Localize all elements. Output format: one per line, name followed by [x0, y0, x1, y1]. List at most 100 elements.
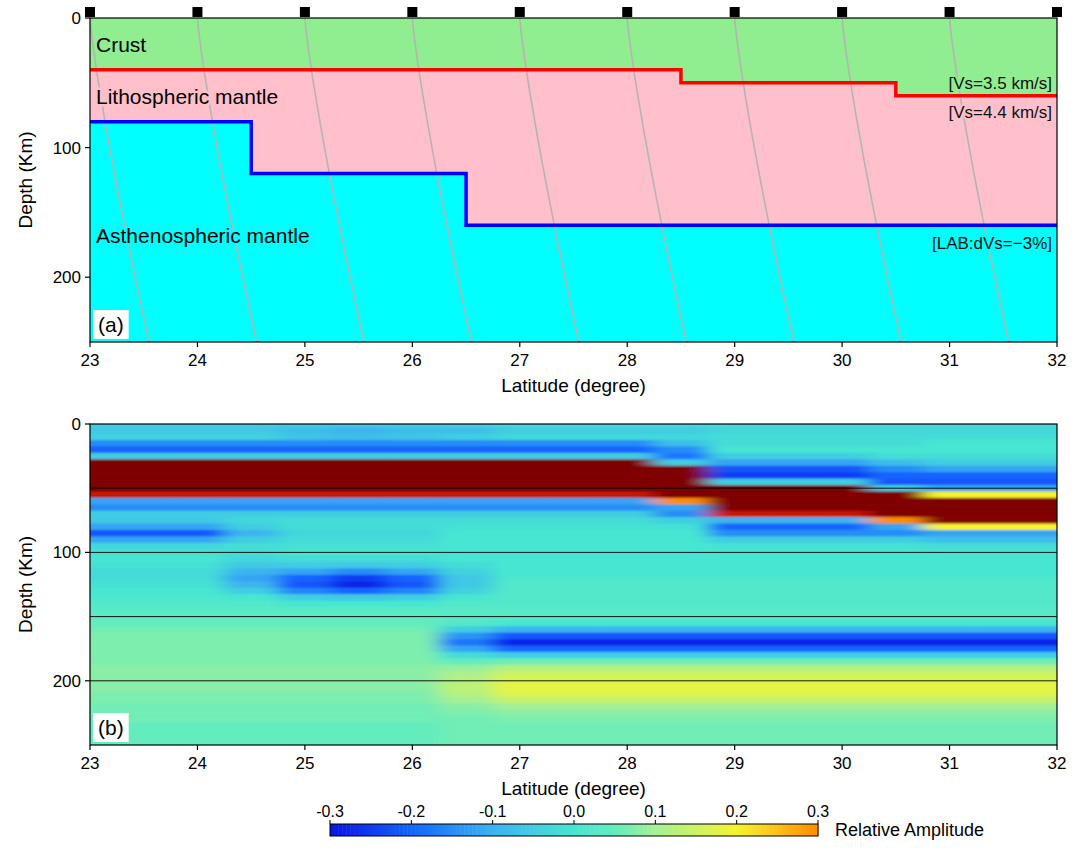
heatmap-cell — [976, 511, 1030, 518]
heatmap-cell — [708, 434, 762, 441]
colorbar-swatch — [375, 824, 380, 836]
heatmap-cell — [278, 581, 332, 588]
heatmap-cell — [439, 536, 493, 543]
x-axis-title: Latitude (degree) — [501, 778, 646, 799]
y-tick — [85, 147, 90, 148]
heatmap-cell — [332, 671, 386, 678]
heatmap-cell — [762, 620, 816, 627]
heatmap-cell — [654, 453, 708, 460]
heatmap-cell — [90, 665, 117, 672]
heatmap-cell — [600, 729, 654, 736]
heatmap-cell — [385, 645, 439, 652]
heatmap-cell — [385, 440, 439, 447]
heatmap-cell — [976, 633, 1030, 640]
heatmap-cell — [869, 434, 923, 441]
heatmap-cell — [815, 690, 869, 697]
heatmap-cell — [762, 524, 816, 531]
heatmap-cell — [117, 504, 171, 511]
heatmap-cell — [171, 459, 225, 466]
heatmap-cell — [493, 511, 547, 518]
heatmap-cell — [493, 453, 547, 460]
heatmap-cell — [171, 735, 225, 742]
heatmap-cell — [493, 658, 547, 665]
heatmap-cell — [600, 671, 654, 678]
heatmap-cell — [869, 665, 923, 672]
heatmap-cell — [708, 530, 762, 537]
heatmap-cell — [385, 735, 439, 742]
heatmap-cell — [923, 710, 977, 717]
heatmap-cell — [547, 459, 601, 466]
heatmap-cell — [278, 562, 332, 569]
heatmap-cell — [815, 562, 869, 569]
x-tick-label: 25 — [295, 351, 314, 370]
heatmap-cell — [1030, 479, 1057, 486]
heatmap-cell — [117, 697, 171, 704]
colorbar-swatch — [737, 824, 742, 836]
heatmap-cell — [439, 671, 493, 678]
colorbar-swatch — [794, 824, 799, 836]
heatmap-cell — [117, 690, 171, 697]
colorbar-swatch — [521, 824, 526, 836]
heatmap-cell — [171, 568, 225, 575]
heatmap-cell — [90, 466, 117, 473]
heatmap-cell — [547, 530, 601, 537]
colorbar-swatch — [570, 824, 575, 836]
heatmap-cell — [117, 652, 171, 659]
colorbar-swatch — [753, 824, 758, 836]
heatmap-cell — [654, 703, 708, 710]
colorbar-swatch — [354, 824, 359, 836]
heatmap-cell — [547, 536, 601, 543]
heatmap-cell — [90, 530, 117, 537]
heatmap-cell — [171, 645, 225, 652]
heatmap-cell — [1030, 716, 1057, 723]
x-tick — [304, 745, 305, 750]
heatmap-cell — [385, 690, 439, 697]
heatmap-cell — [976, 536, 1030, 543]
heatmap-cell — [278, 723, 332, 730]
heatmap-cell — [762, 498, 816, 505]
heatmap-cell — [815, 607, 869, 614]
heatmap-cell — [923, 671, 977, 678]
colorbar-swatch — [480, 824, 485, 836]
heatmap-cell — [224, 543, 278, 550]
heatmap-cell — [600, 530, 654, 537]
colorbar-swatch — [806, 824, 811, 836]
heatmap-cell — [385, 594, 439, 601]
heatmap-cell — [976, 716, 1030, 723]
heatmap-cell — [600, 472, 654, 479]
heatmap-cell — [90, 581, 117, 588]
heatmap-cell — [869, 626, 923, 633]
layer-label: Asthenospheric mantle — [96, 224, 310, 247]
heatmap-cell — [171, 434, 225, 441]
layer-label: Lithospheric mantle — [96, 85, 278, 108]
x-tick — [412, 342, 413, 347]
colorbar-swatch — [696, 824, 701, 836]
heatmap-cell — [439, 652, 493, 659]
heatmap-cell — [332, 575, 386, 582]
heatmap-cell — [278, 504, 332, 511]
heatmap-cell — [493, 684, 547, 691]
heatmap-cell — [117, 453, 171, 460]
x-tick-label: 23 — [81, 351, 100, 370]
heatmap-cell — [1030, 633, 1057, 640]
heatmap-cell — [385, 588, 439, 595]
colorbar-swatch — [586, 824, 591, 836]
heatmap-cell — [171, 729, 225, 736]
heatmap-cell — [278, 472, 332, 479]
heatmap-cell — [654, 690, 708, 697]
heatmap-cell — [332, 472, 386, 479]
heatmap-cell — [976, 710, 1030, 717]
heatmap-cell — [117, 491, 171, 498]
heatmap-cell — [385, 543, 439, 550]
heatmap-cell — [547, 716, 601, 723]
heatmap-cell — [1030, 588, 1057, 595]
heatmap-cell — [923, 479, 977, 486]
heatmap-cell — [1030, 645, 1057, 652]
heatmap-cell — [600, 524, 654, 531]
heatmap-cell — [762, 511, 816, 518]
heatmap-cell — [762, 735, 816, 742]
heatmap-cell — [869, 517, 923, 524]
heatmap-cell — [654, 472, 708, 479]
heatmap-cell — [385, 658, 439, 665]
colorbar-swatch — [781, 824, 786, 836]
